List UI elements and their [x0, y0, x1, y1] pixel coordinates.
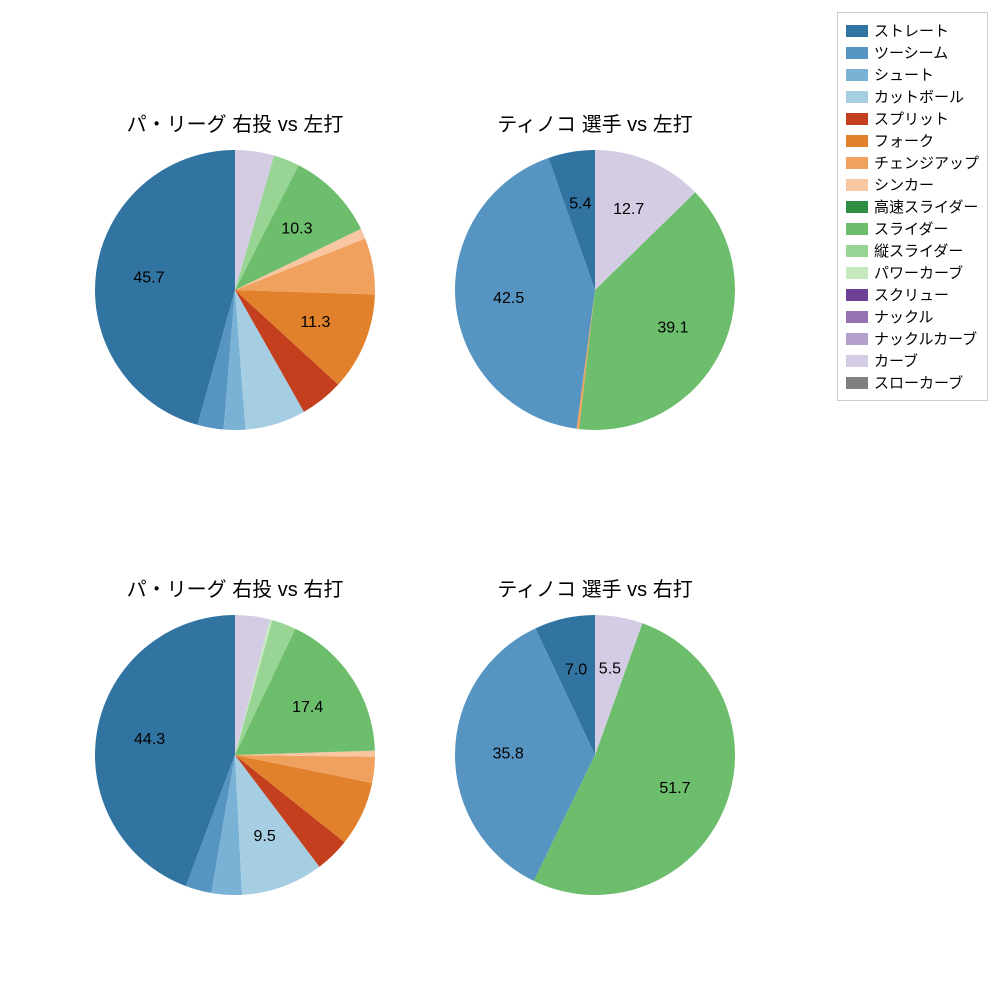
legend-label: シンカー	[874, 174, 934, 195]
chart-container: { "layout": { "width": 1000, "height": 1…	[0, 0, 1000, 1000]
legend-item: ツーシーム	[846, 42, 979, 63]
legend-label: スローカーブ	[874, 372, 963, 393]
slice-label: 39.1	[657, 319, 688, 336]
legend-label: チェンジアップ	[874, 152, 979, 173]
legend-swatch	[846, 47, 868, 59]
legend-item: カーブ	[846, 350, 979, 371]
legend-label: シュート	[874, 64, 934, 85]
legend-item: スプリット	[846, 108, 979, 129]
legend-swatch	[846, 377, 868, 389]
legend-label: スクリュー	[874, 284, 949, 305]
legend-label: スライダー	[874, 218, 948, 239]
legend-swatch	[846, 223, 868, 235]
legend-swatch	[846, 245, 868, 257]
legend-item: スライダー	[846, 218, 979, 239]
chart-title: ティノコ 選手 vs 右打	[497, 573, 692, 602]
legend-label: ツーシーム	[874, 42, 948, 63]
chart-title: パ・リーグ 右投 vs 左打	[127, 108, 344, 137]
legend-item: 縦スライダー	[846, 240, 979, 261]
legend-item: シュート	[846, 64, 979, 85]
slice-label: 5.4	[569, 196, 591, 213]
legend-swatch	[846, 311, 868, 323]
legend-label: フォーク	[874, 130, 934, 151]
legend-label: 縦スライダー	[874, 240, 963, 261]
slice-label: 17.4	[292, 699, 323, 716]
legend-item: シンカー	[846, 174, 979, 195]
legend-label: ストレート	[874, 20, 949, 41]
legend-swatch	[846, 69, 868, 81]
slice-label: 5.5	[599, 661, 621, 678]
legend-item: パワーカーブ	[846, 262, 979, 283]
legend-label: パワーカーブ	[874, 262, 963, 283]
slice-label: 11.3	[300, 314, 330, 331]
legend-swatch	[846, 135, 868, 147]
legend-label: カーブ	[874, 350, 918, 371]
legend-label: カットボール	[874, 86, 964, 107]
legend-label: ナックル	[874, 306, 934, 327]
legend-item: フォーク	[846, 130, 979, 151]
legend-swatch	[846, 267, 868, 279]
slice-label: 7.0	[565, 662, 587, 679]
slice-label: 42.5	[493, 290, 524, 307]
legend-swatch	[846, 157, 868, 169]
legend-item: スクリュー	[846, 284, 979, 305]
legend-item: スローカーブ	[846, 372, 979, 393]
legend-item: カットボール	[846, 86, 979, 107]
legend-swatch	[846, 179, 868, 191]
legend: ストレートツーシームシュートカットボールスプリットフォークチェンジアップシンカー…	[837, 12, 988, 401]
legend-swatch	[846, 355, 868, 367]
legend-swatch	[846, 25, 868, 37]
slice-label: 9.5	[254, 828, 276, 845]
legend-item: ストレート	[846, 20, 979, 41]
slice-label: 35.8	[493, 746, 524, 763]
legend-item: ナックルカーブ	[846, 328, 979, 349]
legend-item: ナックル	[846, 306, 979, 327]
legend-swatch	[846, 289, 868, 301]
slice-label: 51.7	[659, 780, 690, 797]
chart-title: パ・リーグ 右投 vs 右打	[127, 573, 344, 602]
slice-label: 10.3	[281, 220, 312, 237]
slice-label: 44.3	[134, 731, 165, 748]
legend-label: スプリット	[874, 108, 949, 129]
legend-item: チェンジアップ	[846, 152, 979, 173]
chart-title: ティノコ 選手 vs 左打	[497, 108, 692, 137]
legend-swatch	[846, 201, 868, 213]
legend-swatch	[846, 91, 868, 103]
legend-item: 高速スライダー	[846, 196, 979, 217]
slice-label: 45.7	[133, 270, 164, 287]
legend-label: 高速スライダー	[874, 196, 978, 217]
legend-label: ナックルカーブ	[874, 328, 977, 349]
legend-swatch	[846, 113, 868, 125]
slice-label: 12.7	[613, 201, 644, 218]
legend-swatch	[846, 333, 868, 345]
